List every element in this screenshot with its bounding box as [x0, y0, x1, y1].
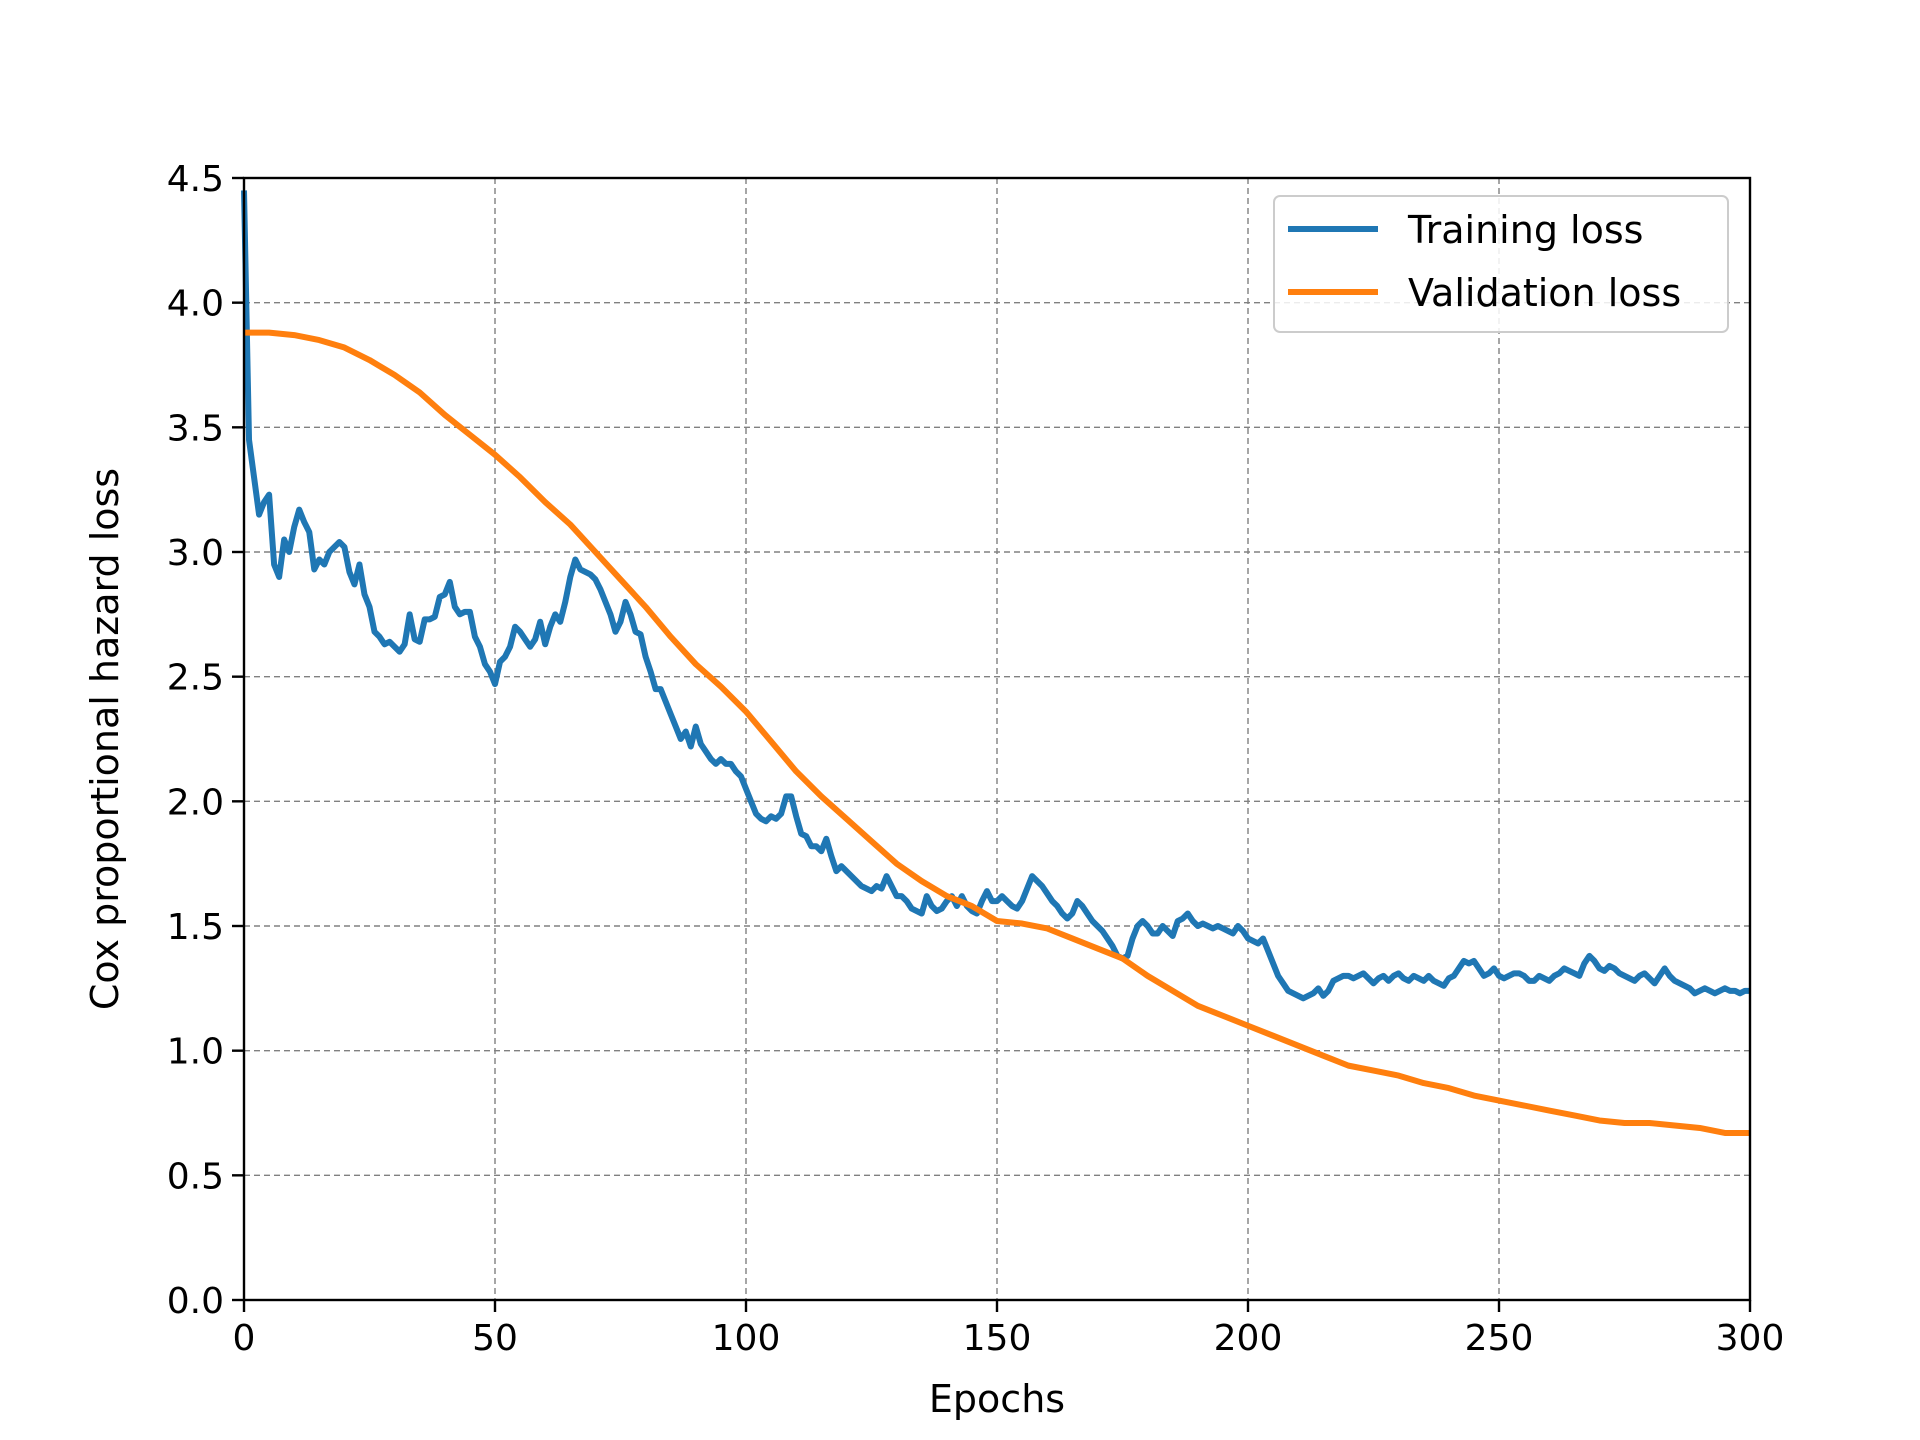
legend-label-validation: Validation loss: [1408, 271, 1681, 315]
y-tick-label: 2.5: [167, 658, 224, 699]
training-loss-line: [241, 190, 1750, 1002]
x-tick-label: 200: [1214, 1318, 1283, 1359]
x-tick-label: 250: [1465, 1318, 1534, 1359]
y-tick-label: 1.0: [167, 1032, 224, 1073]
legend: Training loss Validation loss: [1273, 195, 1729, 333]
x-tick-label: 0: [233, 1318, 256, 1359]
tick-marks: [232, 176, 1752, 1312]
x-tick-label: 100: [712, 1318, 781, 1359]
x-tick-label: 150: [963, 1318, 1032, 1359]
validation-loss-line: [244, 329, 1750, 1136]
y-tick-label: 0.5: [167, 1156, 224, 1197]
y-tick-label: 3.5: [167, 408, 224, 449]
y-tick-label: 4.0: [167, 284, 224, 325]
x-tick-label: 300: [1716, 1318, 1785, 1359]
legend-label-training: Training loss: [1407, 208, 1643, 252]
x-axis-title: Epochs: [929, 1377, 1065, 1421]
y-tick-label: 2.0: [167, 782, 224, 823]
tick-labels: 0 50 100 150 200 250 300 0.0 0.5 1.0 1.5 2.0 2.5 3.0 3…: [167, 159, 1785, 1359]
y-tick-label: 4.5: [167, 159, 224, 200]
y-axis-title: Cox proportional hazard loss: [83, 468, 127, 1010]
x-tick-label: 50: [472, 1318, 518, 1359]
series-layer: [241, 190, 1750, 1136]
y-tick-label: 0.0: [167, 1281, 224, 1322]
legend-box: [1273, 195, 1729, 333]
y-tick-label: 1.5: [167, 907, 224, 948]
y-tick-label: 3.0: [167, 533, 224, 574]
